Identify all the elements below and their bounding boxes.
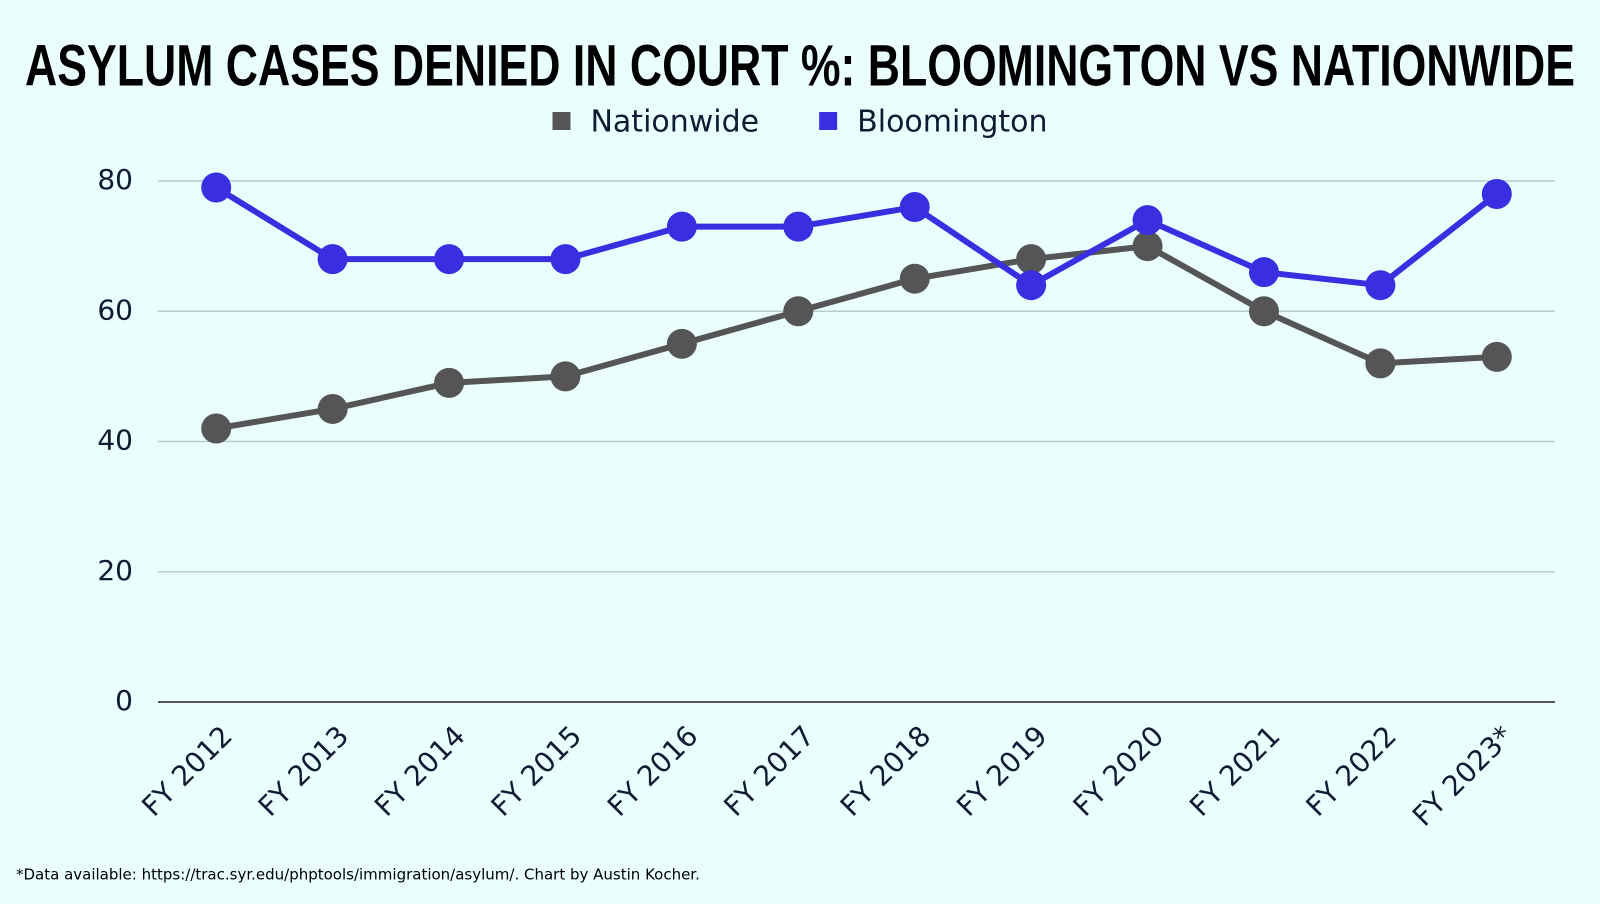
- chart-title: ASYLUM CASES DENIED IN COURT %: BLOOMING…: [25, 33, 1575, 98]
- data-point: [1016, 270, 1047, 301]
- legend-label: Bloomington: [857, 105, 1047, 140]
- y-tick-label: 60: [97, 293, 133, 326]
- y-tick-label: 20: [97, 554, 133, 587]
- footnote: *Data available: https://trac.syr.edu/ph…: [16, 866, 700, 884]
- data-point: [666, 211, 697, 242]
- legend: Nationwide Bloomington: [552, 105, 1048, 140]
- data-point: [317, 393, 348, 424]
- y-tick-label: 0: [115, 684, 133, 717]
- y-tick-label: 40: [97, 424, 133, 457]
- series-line: [215, 243, 1497, 432]
- data-point: [434, 367, 465, 398]
- legend-swatch: [819, 112, 838, 130]
- data-point: [1016, 244, 1047, 275]
- data-point: [1365, 348, 1396, 379]
- data-point: [1132, 205, 1163, 236]
- data-point: [201, 413, 232, 444]
- legend-label: Nationwide: [590, 105, 759, 140]
- data-point: [783, 296, 814, 327]
- data-point: [666, 328, 697, 359]
- data-point: [1481, 341, 1512, 372]
- data-point: [1248, 296, 1279, 327]
- data-point: [201, 172, 232, 203]
- data-point: [550, 361, 581, 392]
- data-point: [899, 263, 930, 294]
- legend-swatch: [552, 112, 571, 130]
- data-point: [550, 244, 581, 275]
- data-point: [1132, 231, 1163, 262]
- series-line: [214, 184, 1499, 289]
- data-point: [317, 244, 348, 275]
- y-tick-label: 80: [97, 163, 133, 196]
- data-point: [1481, 179, 1512, 210]
- data-point: [434, 244, 465, 275]
- data-point: [783, 211, 814, 242]
- data-point: [1365, 270, 1396, 301]
- data-point: [899, 192, 930, 223]
- data-point: [1248, 257, 1279, 288]
